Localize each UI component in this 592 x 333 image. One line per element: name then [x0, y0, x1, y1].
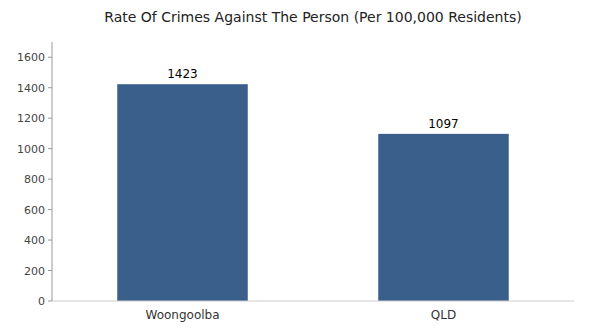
title: Rate Of Crimes Against The Person (Per 1… [104, 9, 521, 25]
tick-mark [48, 240, 52, 241]
tick-mark [48, 270, 52, 271]
data-labels: 1423 1097 [167, 67, 459, 131]
tick-mark [48, 57, 52, 58]
bar [378, 134, 509, 301]
tick-mark [48, 87, 52, 88]
tick-mark [48, 179, 52, 180]
tick-mark [48, 118, 52, 119]
tick-mark [48, 301, 52, 302]
tick-label: 600 [24, 204, 45, 217]
tick-mark [48, 209, 52, 210]
chart-container: Rate Of Crimes Against The Person (Per 1… [0, 0, 592, 333]
data-label: 1423 [167, 67, 198, 81]
data-label: 1097 [428, 117, 459, 131]
tick-label: 0 [38, 295, 45, 308]
bars [117, 84, 509, 301]
category-label: QLD [431, 308, 456, 322]
y-axis: 0 200 400 600 800 1000 1200 1400 1600 [17, 42, 52, 308]
tick-label: 1200 [17, 112, 45, 125]
category-label: Woongoolba [145, 308, 219, 322]
chart-svg: Rate Of Crimes Against The Person (Per 1… [0, 0, 592, 333]
x-axis: Woongoolba QLD [52, 301, 574, 322]
tick-label: 1000 [17, 143, 45, 156]
y-axis-line [52, 42, 53, 301]
tick-label: 800 [24, 173, 45, 186]
x-axis-line [52, 301, 574, 302]
tick-mark [48, 148, 52, 149]
tick-label: 400 [24, 234, 45, 247]
tick-label: 1400 [17, 82, 45, 95]
tick-label: 1600 [17, 51, 45, 64]
tick-label: 200 [24, 265, 45, 278]
bar [117, 84, 248, 301]
